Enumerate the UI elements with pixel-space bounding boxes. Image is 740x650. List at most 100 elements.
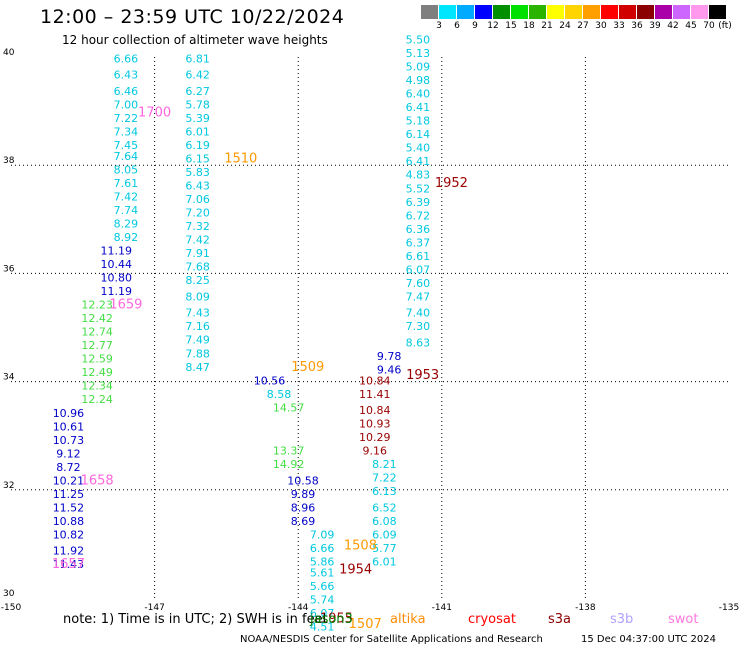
wave-height-point: 12.24: [81, 393, 113, 406]
y-tick-label: 34: [3, 373, 15, 383]
wave-height-point: 6.08: [372, 515, 397, 528]
wave-height-point: 9.89: [291, 488, 316, 501]
legend-label: 9: [472, 21, 478, 31]
legend-label: 30: [595, 21, 607, 31]
legend-label: 12: [487, 21, 499, 31]
wave-height-point: 7.74: [114, 204, 139, 217]
wave-height-point: 6.43: [114, 69, 139, 82]
wave-height-point: 4.98: [406, 74, 431, 87]
y-tick-label: 32: [3, 481, 14, 491]
wave-height-point: 8.47: [185, 361, 210, 374]
legend-label: 27: [577, 21, 589, 31]
wave-height-point: 7.40: [406, 307, 431, 320]
wave-height-point: 11.52: [53, 501, 85, 514]
wave-height-point: 5.86: [310, 556, 335, 569]
legend-label: 45: [685, 21, 697, 31]
note-text: note: 1) Time is in UTC; 2) SWH is in fe…: [63, 612, 328, 627]
wave-height-point: 7.61: [114, 177, 139, 190]
legend-label: 70: [703, 21, 715, 31]
wave-height-point: 7.06: [185, 193, 210, 206]
wave-height-point: 8.69: [291, 515, 316, 528]
wave-height-point: 12.74: [81, 326, 113, 339]
wave-height-point: 5.78: [185, 98, 210, 111]
wave-height-point: 6.40: [406, 88, 431, 101]
legend-label: 15: [505, 21, 517, 31]
x-tick-label: -150: [1, 603, 22, 613]
wave-height-point: 7.20: [185, 207, 210, 220]
wave-height-point: 5.74: [310, 593, 335, 606]
wave-height-point: 6.14: [406, 128, 431, 141]
wave-height-point: 7.45: [114, 139, 139, 152]
wave-height-point: 5.13: [406, 47, 431, 60]
legend-unit: (ft): [718, 21, 732, 31]
wave-height-point: 13.37: [273, 445, 305, 458]
wave-height-point: 6.19: [185, 139, 210, 152]
legend-label: 39: [649, 21, 661, 31]
wave-height-point: 6.13: [372, 485, 397, 498]
legend-swatch: [529, 5, 546, 19]
pass-time-label: 1508: [344, 538, 377, 553]
pass-time-label: 1953: [406, 368, 439, 383]
wave-height-point: 5.52: [406, 182, 431, 195]
pass-time-label: 1700: [138, 106, 171, 121]
legend-label: 18: [523, 21, 535, 31]
wave-height-point: 6.81: [185, 52, 210, 65]
legend-label: 6: [454, 21, 460, 31]
x-tick-label: -144: [288, 603, 309, 613]
wave-height-point: 7.34: [114, 125, 139, 138]
wave-height-point: 14.57: [273, 401, 305, 414]
wave-height-point: 11.92: [53, 545, 85, 558]
wave-height-point: 9.78: [377, 350, 402, 363]
pass-time-label: 1658: [81, 473, 114, 488]
wave-height-point: 10.84: [359, 404, 391, 417]
wave-height-point: 8.21: [372, 458, 397, 471]
wave-height-point: 6.09: [372, 528, 397, 541]
satellite-key-jason3: jason3: [310, 612, 353, 627]
wave-height-point: 12.23: [81, 299, 113, 312]
wave-height-point: 5.39: [185, 112, 210, 125]
wave-height-point: 10.93: [359, 418, 391, 431]
wave-height-point: 7.60: [406, 277, 431, 290]
wave-height-point: 7.22: [114, 112, 139, 125]
wave-height-point: 7.32: [185, 220, 210, 233]
satellite-key-swot: swot: [668, 612, 699, 627]
legend-swatch: [421, 5, 438, 19]
legend-swatch: [547, 5, 564, 19]
wave-height-point: 7.49: [185, 334, 210, 347]
x-tick-label: -135: [719, 603, 739, 613]
legend-swatch: [475, 5, 492, 19]
wave-height-point: 10.61: [53, 420, 85, 433]
wave-height-point: 7.91: [185, 247, 210, 260]
pass-time-label: 1509: [291, 360, 324, 375]
wave-height-point: 12.59: [81, 353, 113, 366]
wave-height-point: 4.83: [406, 169, 431, 182]
pass-time-label: 1659: [109, 298, 142, 313]
wave-height-point: 6.39: [406, 196, 431, 209]
legend-label: 36: [631, 21, 643, 31]
wave-height-point: 6.52: [372, 501, 397, 514]
wave-height-point: 6.07: [310, 607, 335, 620]
wave-height-point: 5.61: [310, 566, 335, 579]
legend-swatch: [439, 5, 456, 19]
pass-time-label: 1952: [435, 176, 468, 191]
wave-height-point: 12.77: [81, 339, 113, 352]
wave-height-point: 12.34: [81, 380, 113, 393]
wave-height-point: 7.22: [372, 472, 397, 485]
wave-height-point: 5.77: [372, 542, 397, 555]
wave-height-point: 10.82: [53, 528, 85, 541]
legend-label: 21: [541, 21, 553, 31]
wave-height-point: 10.58: [287, 474, 319, 487]
footer-timestamp: 15 Dec 04:37:00 UTC 2024: [581, 634, 716, 645]
wave-height-point: 5.83: [185, 166, 210, 179]
footer-credit: NOAA/NESDIS Center for Satellite Applica…: [240, 634, 543, 645]
wave-height-point: 5.66: [310, 580, 335, 593]
wave-height-point: 11.25: [53, 488, 85, 501]
legend-swatch: [601, 5, 618, 19]
wave-height-point: 5.18: [406, 115, 431, 128]
wave-height-point: 7.88: [185, 347, 210, 360]
x-tick-label: -147: [144, 603, 164, 613]
pass-time-label: 1657: [52, 557, 85, 572]
wave-height-point: 7.43: [185, 307, 210, 320]
legend-swatch: [691, 5, 708, 19]
